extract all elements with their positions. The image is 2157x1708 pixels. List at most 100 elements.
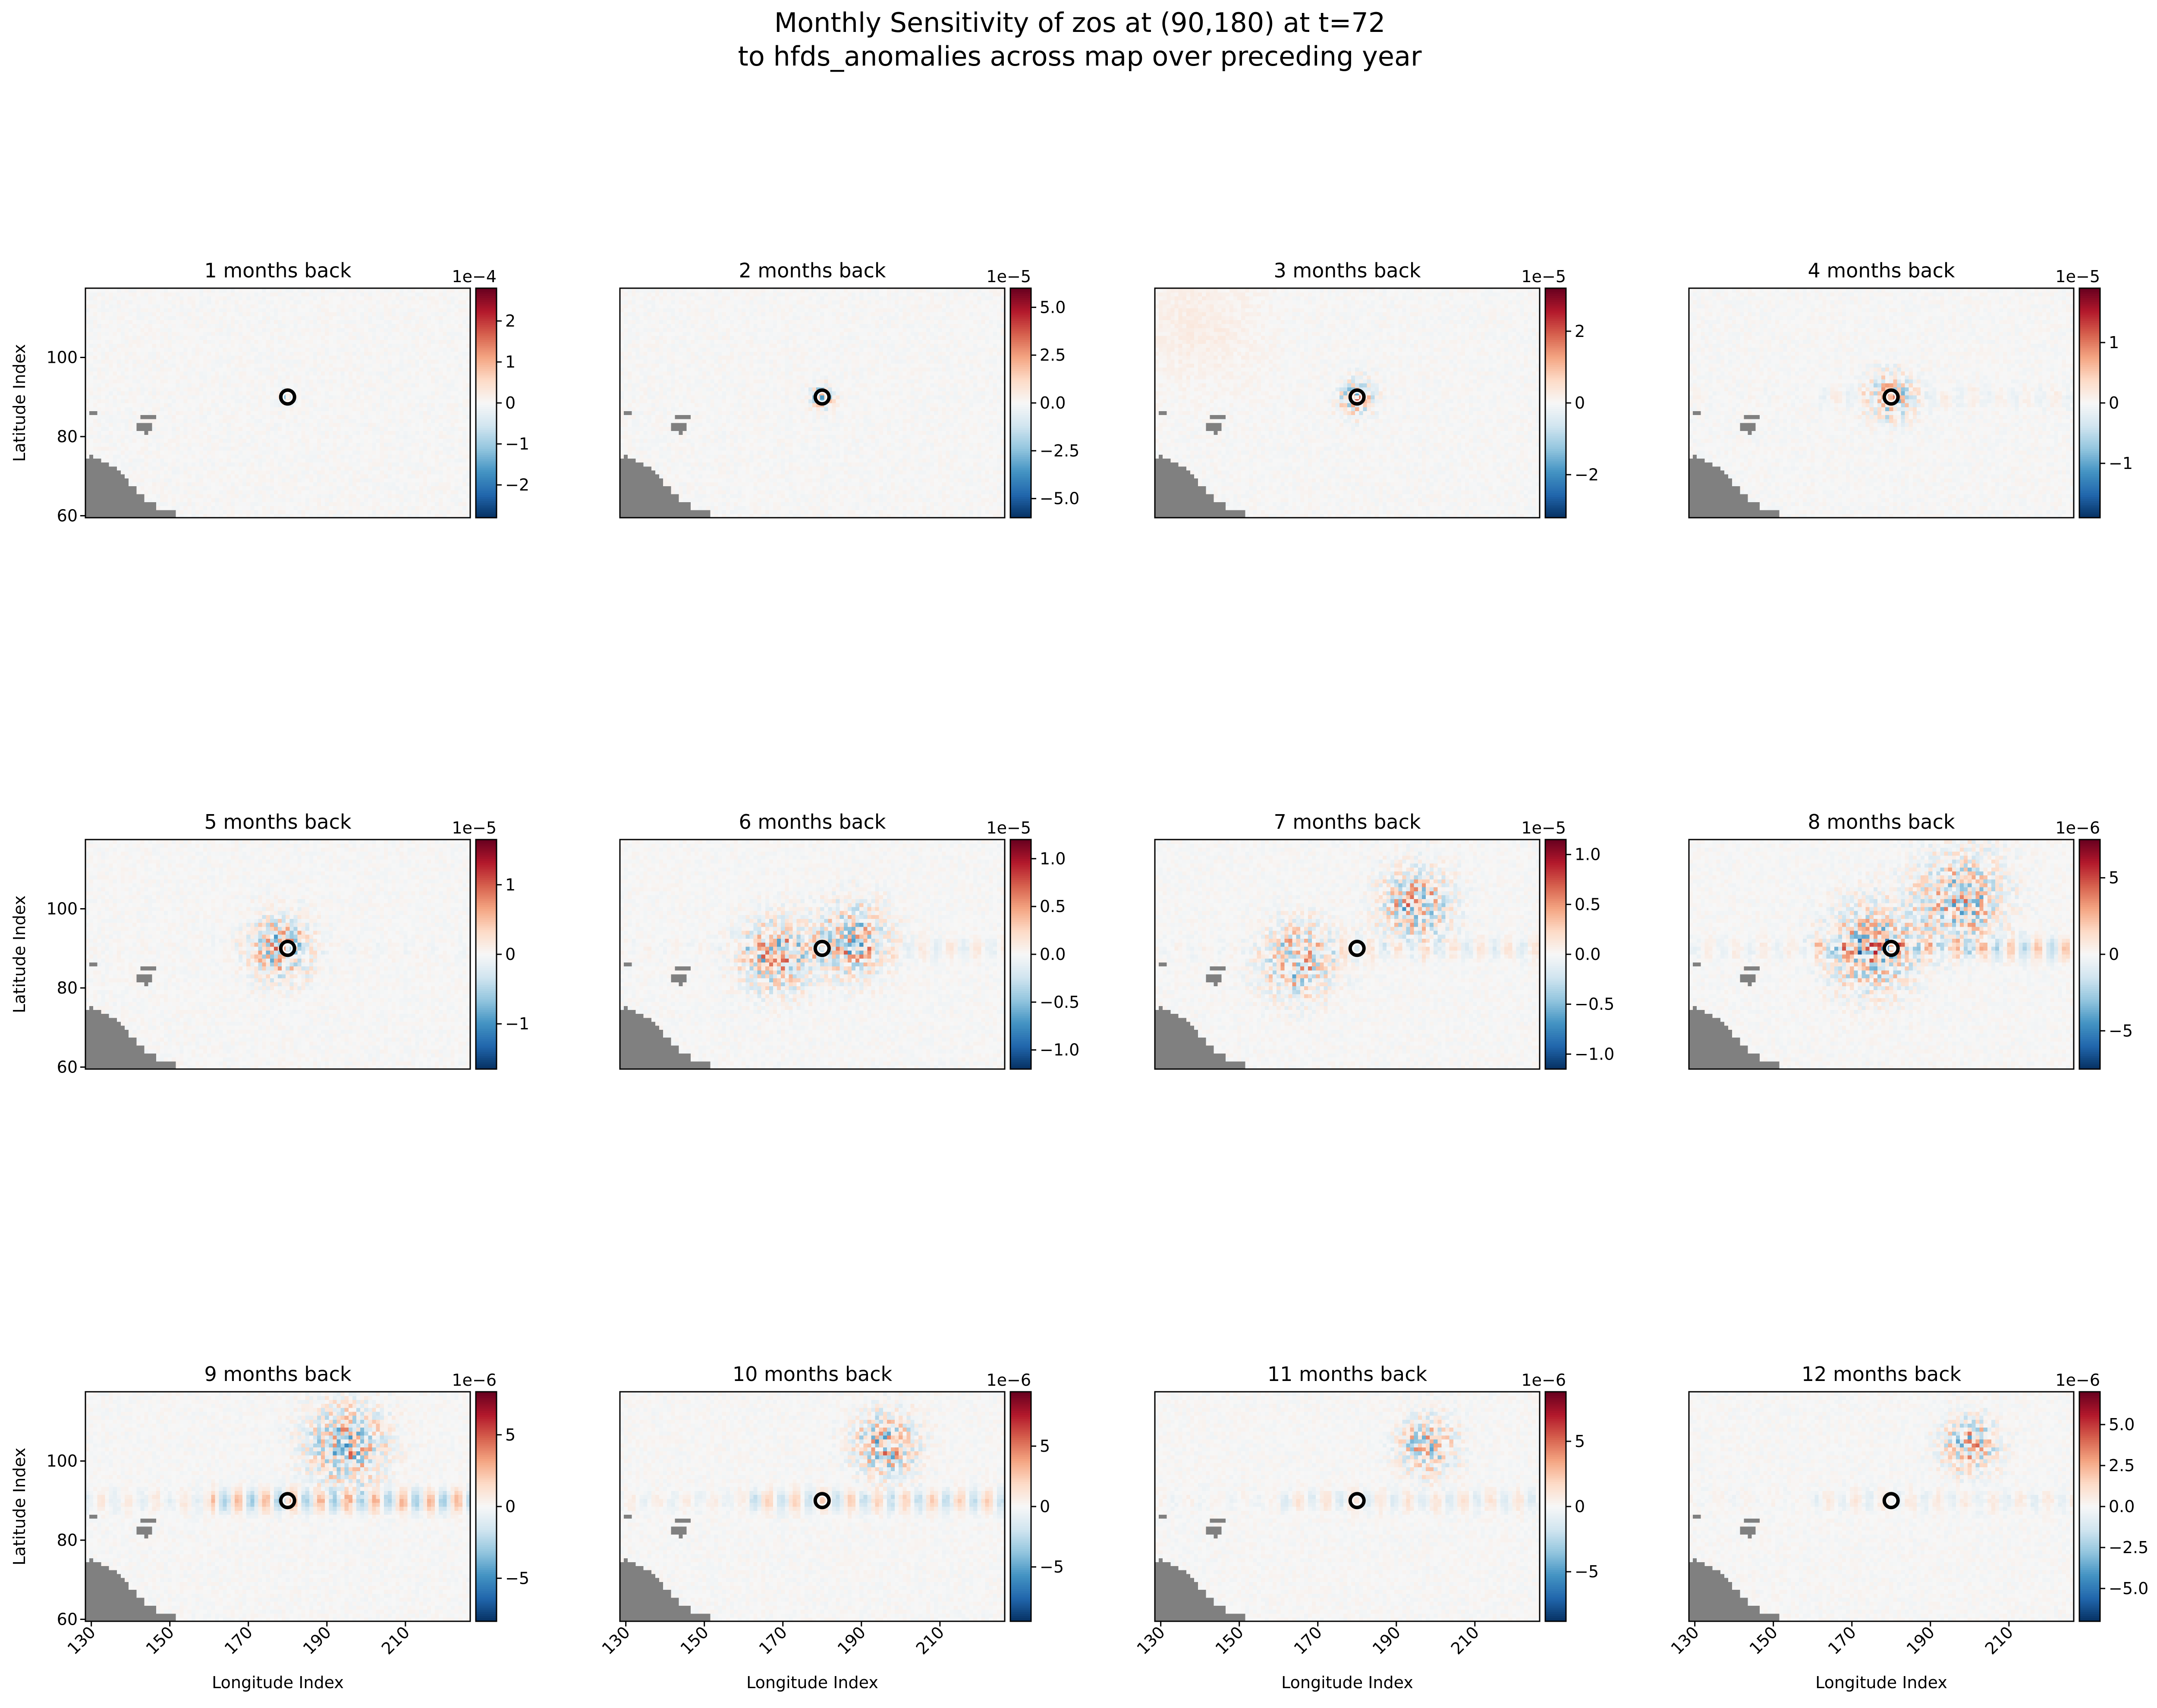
heatmap-cell — [93, 482, 97, 486]
heatmap-cell — [231, 510, 235, 514]
heatmap-cell — [132, 454, 137, 459]
heatmap-cell — [132, 510, 137, 514]
heatmap-cell — [227, 478, 231, 482]
heatmap-cell — [152, 482, 157, 486]
heatmap-cell — [368, 450, 372, 455]
heatmap-cell — [136, 462, 141, 467]
heatmap-cell — [93, 486, 97, 491]
heatmap-cell — [152, 474, 157, 478]
heatmap-cell — [411, 486, 415, 491]
heatmap-cell — [262, 502, 267, 506]
heatmap-cell — [352, 450, 357, 455]
heatmap-cell — [360, 510, 365, 514]
heatmap-cell — [140, 502, 145, 506]
heatmap-cell — [443, 470, 447, 475]
heatmap-cell — [176, 482, 180, 486]
heatmap-cell — [199, 458, 204, 462]
heatmap-cell — [101, 506, 105, 510]
heatmap-cell — [148, 486, 153, 491]
heatmap-cell — [192, 490, 196, 494]
heatmap-cell — [446, 506, 451, 510]
heatmap-cell — [274, 490, 278, 494]
heatmap-cell — [317, 494, 321, 498]
heatmap-cell — [156, 486, 160, 491]
heatmap-cell — [450, 486, 455, 491]
heatmap-cell — [121, 502, 125, 506]
heatmap-cell — [419, 466, 424, 471]
heatmap-cell — [380, 450, 384, 455]
heatmap-cell — [392, 474, 396, 478]
heatmap-cell — [113, 490, 117, 494]
heatmap-cell — [293, 510, 298, 514]
heatmap-cell — [117, 466, 121, 471]
heatmap-cell — [364, 486, 368, 491]
heatmap-cell — [411, 482, 415, 486]
heatmap-cell — [396, 498, 400, 502]
heatmap-cell — [250, 502, 255, 506]
heatmap-cell — [156, 466, 160, 471]
heatmap-cell — [380, 510, 384, 514]
heatmap-cell — [148, 458, 153, 462]
heatmap-cell — [219, 470, 223, 475]
heatmap-cell — [207, 478, 211, 482]
heatmap-cell — [211, 502, 215, 506]
heatmap-cell — [93, 462, 97, 467]
heatmap-cell — [140, 454, 145, 459]
heatmap-cell — [364, 466, 368, 471]
heatmap-cell — [274, 498, 278, 502]
heatmap-cell — [89, 506, 94, 510]
heatmap-cell — [372, 474, 376, 478]
heatmap-cell — [396, 490, 400, 494]
heatmap-cell — [384, 462, 388, 467]
heatmap-cell — [262, 482, 267, 486]
heatmap-cell — [246, 470, 251, 475]
heatmap-cell — [384, 502, 388, 506]
heatmap-cell — [403, 498, 408, 502]
heatmap-cell — [376, 462, 380, 467]
heatmap-cell — [164, 478, 168, 482]
heatmap-cell — [148, 454, 153, 459]
heatmap-cell — [156, 458, 160, 462]
heatmap-cell — [415, 482, 420, 486]
heatmap-cell — [121, 482, 125, 486]
heatmap-cell — [439, 470, 443, 475]
heatmap-cell — [392, 454, 396, 459]
heatmap-cell — [286, 466, 290, 471]
heatmap-cell — [372, 506, 376, 510]
heatmap-cell — [443, 458, 447, 462]
heatmap-cell — [109, 474, 113, 478]
heatmap-cell — [179, 478, 184, 482]
heatmap-cell — [211, 486, 215, 491]
heatmap-cell — [431, 498, 435, 502]
heatmap-cell — [435, 498, 439, 502]
heatmap-cell — [270, 486, 274, 491]
heatmap-cell — [302, 510, 306, 514]
heatmap-cell — [427, 498, 431, 502]
heatmap-cell — [152, 466, 157, 471]
heatmap-cell — [129, 510, 133, 514]
heatmap-cell — [329, 490, 333, 494]
heatmap-cell — [462, 470, 467, 475]
heatmap-cell — [345, 494, 349, 498]
heatmap-cell — [129, 506, 133, 510]
heatmap-cell — [341, 478, 345, 482]
heatmap-cell — [215, 462, 219, 467]
heatmap-cell — [207, 454, 211, 459]
heatmap-cell — [164, 502, 168, 506]
heatmap-cell — [129, 490, 133, 494]
heatmap-cell — [254, 506, 258, 510]
heatmap-cell — [179, 506, 184, 510]
heatmap-cell — [360, 486, 365, 491]
heatmap-cell — [97, 478, 101, 482]
heatmap-cell — [282, 454, 286, 459]
heatmap-cell — [309, 510, 314, 514]
heatmap-cell — [439, 510, 443, 514]
heatmap-cell — [242, 482, 247, 486]
heatmap-cell — [254, 450, 258, 455]
heatmap-cell — [258, 494, 262, 498]
heatmap-cell — [360, 462, 365, 467]
heatmap-cell — [372, 494, 376, 498]
heatmap-cell — [250, 462, 255, 467]
heatmap-cell — [258, 502, 262, 506]
heatmap-cell — [148, 450, 153, 455]
